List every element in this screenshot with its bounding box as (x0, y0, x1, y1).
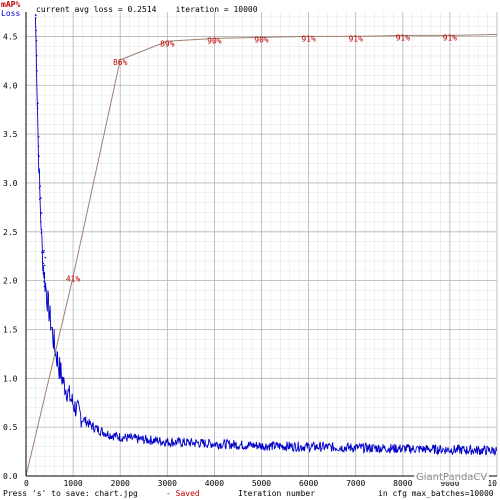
status-line: current avg loss = 0.2514 iteration = 10… (36, 5, 258, 14)
cfg-info: in cfg max_batches=10000 (378, 489, 494, 498)
x-tick-label: 5000 (252, 479, 271, 488)
saved-label: - Saved (166, 489, 200, 498)
legend-loss: Loss (1, 9, 21, 18)
loss-point (42, 272, 44, 275)
loss-point (41, 252, 43, 254)
loss-point (37, 145, 40, 148)
loss-point (40, 212, 43, 214)
y-tick-labels: 0.0 0.5 1.0 1.5 2.0 2.5 3.0 3.5 4.0 4.5 (3, 32, 18, 481)
loss-point (40, 232, 43, 234)
loss-line (34, 17, 498, 456)
y-tick-label: 2.0 (3, 277, 18, 286)
x-tick-label: 0 (24, 479, 29, 488)
loss-point (38, 198, 41, 201)
x-tick-label: 4000 (205, 479, 224, 488)
x-tick-label: 10 (487, 479, 497, 488)
loss-point (40, 221, 42, 223)
loss-point (38, 187, 41, 189)
map-data-label: 91% (443, 33, 458, 42)
map-data-label: 91% (396, 33, 411, 42)
y-tick-label: 4.0 (3, 81, 18, 90)
loss-point (43, 281, 45, 283)
loss-point (42, 250, 44, 252)
loss-point (37, 102, 39, 105)
map-data-label: 89% (160, 39, 175, 48)
y-tick-label: 1.0 (3, 374, 18, 383)
loss-point (44, 282, 47, 285)
x-tick-label: 8000 (393, 479, 412, 488)
map-data-label: 90% (207, 36, 222, 45)
loss-point (42, 251, 45, 254)
y-tick-label: 1.5 (3, 325, 18, 334)
y-tick-label: 3.5 (3, 130, 18, 139)
loss-point (35, 40, 38, 42)
loss-point (36, 104, 39, 107)
loss-point (36, 107, 39, 110)
loss-point (42, 262, 45, 265)
map-series: 41% 86% 89% 90% 90% 91% 91% 91% 91% (25, 33, 498, 477)
y-tick-label: 0.0 (3, 472, 18, 481)
loss-point (38, 136, 40, 138)
loss-point (44, 284, 46, 287)
loss-point (36, 54, 38, 57)
x-tick-label: 3000 (158, 479, 177, 488)
loss-series (34, 14, 498, 456)
loss-point (35, 14, 37, 17)
x-tick-label: 7000 (346, 479, 365, 488)
loss-point (44, 264, 46, 266)
y-tick-label: 4.5 (3, 32, 18, 41)
save-hint: Press 's' to save: chart.jpg (3, 489, 138, 498)
x-tick-label: 9000 (440, 479, 459, 488)
y-tick-label: 2.5 (3, 228, 18, 237)
x-tick-label: 2000 (111, 479, 130, 488)
loss-point (35, 29, 37, 32)
loss-point (39, 185, 41, 187)
loss-point (41, 261, 44, 263)
map-data-label: 91% (348, 34, 363, 43)
x-axis-label: Iteration number (238, 489, 316, 498)
y-tick-label: 0.5 (3, 423, 18, 432)
map-data-label: 41% (66, 275, 81, 284)
map-data-label: 90% (254, 35, 269, 44)
loss-point (44, 256, 47, 259)
loss-point (36, 70, 38, 72)
loss-point (37, 154, 39, 156)
y-tick-label: 3.0 (3, 179, 18, 188)
x-tick-label: 6000 (299, 479, 318, 488)
watermark: GiantPandaCV (414, 472, 490, 483)
loss-point (40, 197, 42, 199)
map-data-label: 86% (113, 58, 128, 67)
x-tick-label: 1000 (63, 479, 82, 488)
loss-point (43, 250, 45, 252)
map-line (25, 34, 498, 477)
loss-point (35, 17, 37, 19)
x-tick-labels: 0 1000 2000 3000 4000 5000 6000 7000 8000 9000 10 (24, 479, 497, 488)
loss-point (38, 155, 40, 157)
map-data-label: 91% (301, 34, 316, 43)
legend-map: mAP% (1, 0, 21, 9)
